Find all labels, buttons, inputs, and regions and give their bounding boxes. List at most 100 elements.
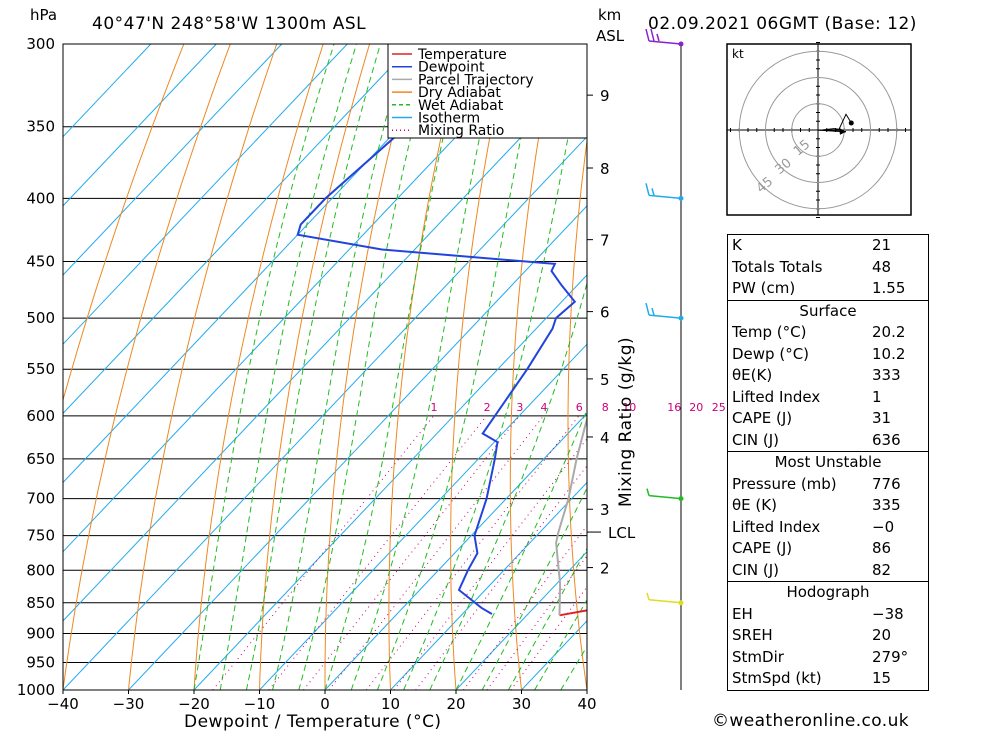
wind-barb-flag: [645, 28, 650, 42]
wind-barb-dot: [678, 315, 684, 321]
isotherm-line: [63, 44, 217, 207]
km-tick-label: 7: [600, 232, 610, 250]
index-label: Lifted Index: [732, 517, 821, 536]
pressure-tick-label: 950: [26, 653, 55, 671]
wind-barb-dot: [678, 41, 684, 47]
legend-box: [387, 43, 588, 139]
index-value: 82: [872, 560, 892, 579]
index-value: 335: [872, 496, 901, 514]
km-tick-label: 2: [600, 560, 610, 578]
isotherm-line: [455, 550, 587, 690]
km-label: km: [598, 6, 621, 24]
index-value: 333: [872, 366, 901, 384]
pressure-tick-label: 450: [26, 253, 55, 271]
wet-adiabat-line: [350, 44, 501, 690]
index-row: Lifted Index 1: [728, 387, 928, 409]
index-row: CAPE (J) 31: [728, 408, 928, 430]
x-tick-label: 40: [577, 695, 596, 713]
wind-barb: [646, 488, 684, 502]
wet-adiabat-line: [324, 44, 466, 690]
index-label: PW (cm): [732, 279, 796, 297]
index-label: K: [732, 236, 742, 254]
most-unstable-title: Most Unstable: [774, 453, 882, 471]
index-label: StmSpd (kt): [732, 669, 822, 687]
x-tick-label: 10: [381, 695, 400, 713]
mixing-ratio-line: [415, 464, 587, 690]
isotherm-line: [63, 135, 587, 690]
index-value: 15: [872, 669, 892, 687]
pressure-tick-label: 850: [26, 594, 55, 612]
index-label: CIN (J): [732, 430, 780, 449]
asl-label: ASL: [596, 27, 625, 45]
mixing-ratio-label: 10: [622, 401, 636, 414]
series-parcel-trajectory: [555, 414, 587, 616]
legend-entry-wet-adiabat: Wet Adiabat: [418, 98, 504, 114]
isotherm-line: [63, 44, 414, 415]
isotherm-line: [193, 274, 587, 690]
index-label: θE(K): [732, 366, 773, 384]
mixing-ratio-line: [212, 415, 434, 690]
mixing-ratio-label: 2: [484, 401, 491, 414]
index-label: Pressure (mb): [732, 474, 837, 493]
general-indices: K 21 Totals Totals 48 PW (cm) 1.55: [728, 235, 928, 300]
index-value: 1: [872, 387, 882, 406]
hodograph-ring: [765, 77, 871, 183]
km-tick-label: 5: [600, 371, 610, 389]
isotherm-line: [63, 66, 587, 622]
wet-adiabat-line: [403, 44, 587, 690]
most-unstable-section: Most Unstable Pressure (mb) 776 θE (K) 335 L…: [728, 451, 928, 581]
index-label: Temp (°C): [732, 323, 807, 341]
wind-barb: [645, 183, 684, 201]
index-row: Totals Totals 48: [728, 257, 928, 279]
isotherm-line: [63, 44, 479, 484]
isotherm-line: [259, 343, 587, 690]
legend-entry-dry-adiabat: Dry Adiabat: [418, 85, 501, 101]
x-tick-label: −40: [47, 695, 79, 713]
wind-barb-dot: [678, 195, 684, 201]
index-row: StmDir 279°: [728, 647, 928, 669]
hodograph-end-dot: [848, 120, 854, 126]
pressure-tick-label: 650: [26, 450, 55, 468]
index-value: −38: [872, 604, 904, 623]
x-tick-label: −10: [244, 695, 276, 713]
x-tick-label: 20: [446, 695, 465, 713]
dry-adiabat-line: [259, 44, 371, 690]
dry-adiabat-line: [63, 44, 231, 690]
wind-barb-half-flag: [646, 488, 650, 496]
index-row: K 21: [728, 235, 928, 257]
pressure-tick-label: 500: [26, 309, 55, 327]
wind-barb-staff: [648, 494, 682, 500]
wind-barb-staff: [648, 40, 682, 45]
wind-barb-staff: [648, 599, 682, 604]
mixing-ratio-label: 1: [431, 401, 438, 414]
index-row: Pressure (mb) 776: [728, 474, 928, 496]
mixing-ratio-label: 6: [576, 401, 583, 414]
wind-barb-half-flag: [646, 592, 650, 601]
isotherm-line: [324, 412, 587, 690]
lcl-label: LCL: [608, 524, 636, 542]
wind-barbs: [645, 28, 684, 690]
index-row: PW (cm) 1.55: [728, 278, 928, 300]
wet-adiabat-line: [245, 44, 381, 690]
isotherm-line: [63, 44, 348, 345]
legend-entry-parcel-trajectory: Parcel Trajectory: [418, 72, 534, 88]
storm-motion-arrowhead: [839, 127, 846, 135]
series-dewpoint: [296, 44, 577, 615]
pressure-tick-label: 300: [26, 35, 55, 53]
hodograph-ring: [738, 50, 898, 210]
isotherm-line: [390, 481, 587, 690]
wind-barb-dot: [678, 600, 684, 606]
copyright[interactable]: ©weatheronline.co.uk: [712, 711, 910, 731]
mixing-ratio-line: [510, 586, 587, 690]
indices-panel: K 21 Totals Totals 48 PW (cm) 1.55 Surface Te…: [727, 234, 929, 691]
index-label: Dewp (°C): [732, 344, 810, 363]
profile-layer: [296, 44, 587, 617]
dry-adiabat-line: [509, 44, 556, 690]
dry-adiabat-line: [678, 44, 718, 690]
dry-adiabat-line: [63, 44, 185, 402]
x-tick-label: −30: [113, 695, 145, 713]
x-tick-label: 0: [320, 695, 330, 713]
wind-barb-dot: [678, 496, 684, 502]
x-axis-label: Dewpoint / Temperature (°C): [184, 712, 442, 732]
